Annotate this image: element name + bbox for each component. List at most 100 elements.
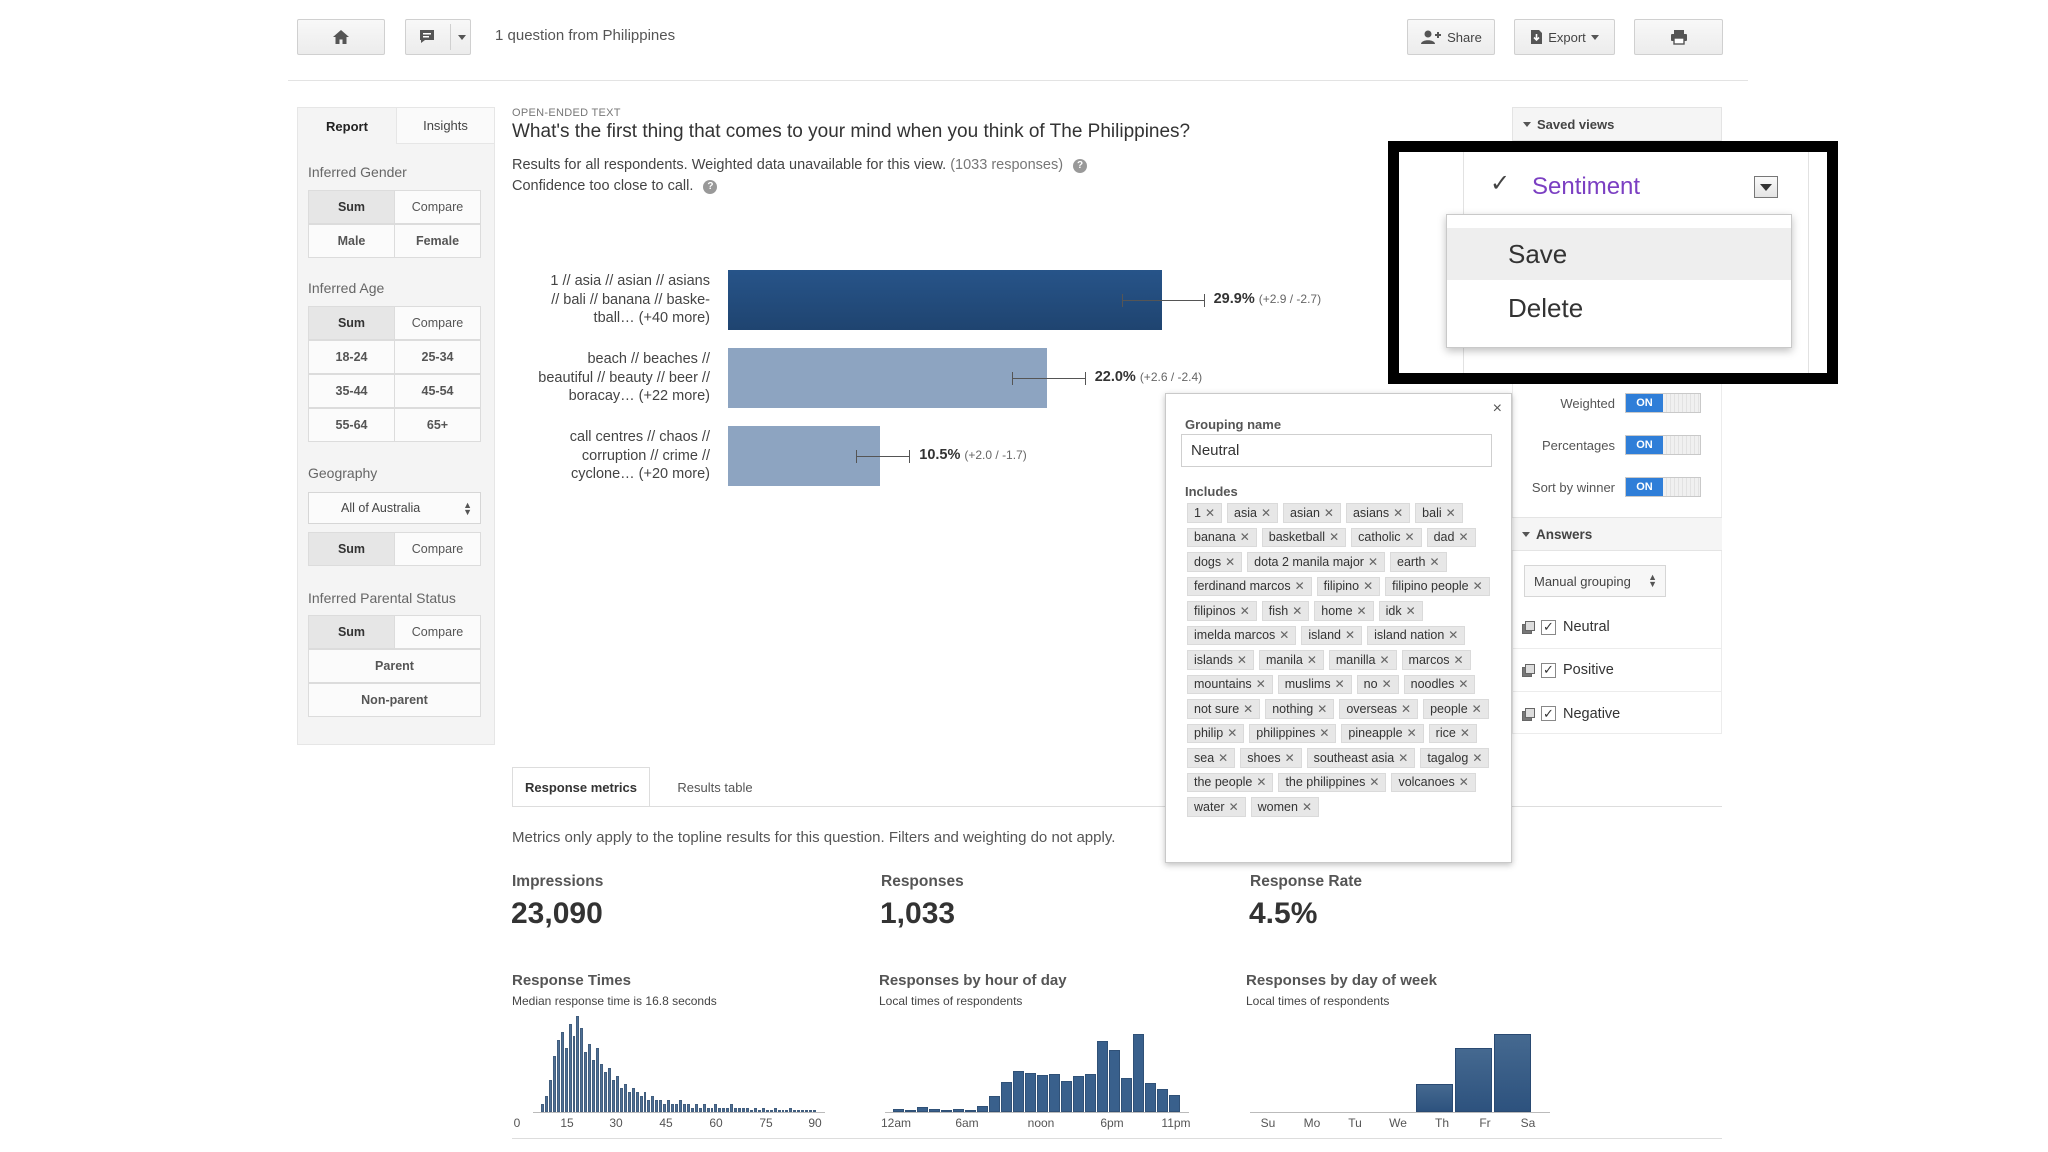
delete-menu-item[interactable]: Delete bbox=[1508, 292, 1584, 323]
remove-tag-icon[interactable]: ✕ bbox=[1227, 726, 1238, 741]
parental-compare-button[interactable]: Compare bbox=[394, 616, 480, 648]
answers-header[interactable]: Answers bbox=[1512, 517, 1722, 551]
age-sum-button[interactable]: Sum bbox=[309, 307, 394, 339]
remove-tag-icon[interactable]: ✕ bbox=[1243, 701, 1254, 716]
parent-button[interactable]: Parent bbox=[308, 649, 481, 683]
age-18-24-button[interactable]: 18-24 bbox=[335, 350, 368, 364]
help-icon[interactable]: ? bbox=[1073, 159, 1088, 173]
remove-tag-icon[interactable]: ✕ bbox=[1458, 677, 1469, 692]
answer-checkbox[interactable]: ✓ bbox=[1541, 706, 1556, 721]
chart-bar[interactable] bbox=[728, 348, 1047, 408]
remove-tag-icon[interactable]: ✕ bbox=[1306, 652, 1317, 667]
included-tag[interactable]: muslims ✕ bbox=[1277, 674, 1352, 694]
remove-tag-icon[interactable]: ✕ bbox=[1204, 505, 1216, 520]
included-tag[interactable]: nothing ✕ bbox=[1265, 699, 1335, 719]
included-tag[interactable]: 1 ✕ bbox=[1187, 503, 1223, 523]
included-tag[interactable]: earth ✕ bbox=[1390, 552, 1447, 572]
gender-female-button[interactable]: Female bbox=[394, 225, 480, 257]
answer-checkbox[interactable]: ✓ bbox=[1541, 619, 1556, 635]
remove-tag-icon[interactable]: ✕ bbox=[1236, 652, 1247, 667]
age-35-44-button[interactable]: 35-44 bbox=[335, 384, 368, 398]
share-button[interactable]: Share bbox=[1407, 19, 1495, 55]
geography-compare-button[interactable]: Compare bbox=[394, 533, 480, 565]
close-icon[interactable]: × bbox=[1492, 400, 1502, 417]
answer-row-positive[interactable]: ✓ Positive bbox=[1512, 649, 1722, 692]
remove-tag-icon[interactable]: ✕ bbox=[1429, 554, 1440, 569]
included-tag[interactable]: idk ✕ bbox=[1378, 601, 1423, 621]
chart-bar[interactable] bbox=[728, 270, 1162, 330]
remove-tag-icon[interactable]: ✕ bbox=[1472, 579, 1483, 594]
remove-tag-icon[interactable]: ✕ bbox=[1398, 750, 1409, 765]
remove-tag-icon[interactable]: ✕ bbox=[1379, 652, 1390, 667]
remove-tag-icon[interactable]: ✕ bbox=[1301, 799, 1312, 814]
included-tag[interactable]: volcanoes ✕ bbox=[1391, 772, 1476, 792]
remove-tag-icon[interactable]: ✕ bbox=[1458, 775, 1469, 790]
included-tag[interactable]: asians ✕ bbox=[1345, 503, 1411, 523]
included-tag[interactable]: dogs ✕ bbox=[1187, 552, 1243, 572]
tab-report[interactable]: Report bbox=[298, 108, 396, 144]
age-65-plus-button[interactable]: 65+ bbox=[394, 409, 480, 441]
included-tag[interactable]: not sure ✕ bbox=[1187, 699, 1261, 719]
remove-tag-icon[interactable]: ✕ bbox=[1292, 603, 1303, 618]
included-tag[interactable]: filipino ✕ bbox=[1316, 576, 1381, 596]
remove-tag-icon[interactable]: ✕ bbox=[1367, 554, 1379, 569]
group-icon[interactable] bbox=[1522, 664, 1535, 677]
included-tag[interactable]: basketball ✕ bbox=[1261, 527, 1347, 547]
included-tag[interactable]: noodles ✕ bbox=[1403, 674, 1476, 694]
answer-row-negative[interactable]: ✓ Negative bbox=[1512, 692, 1722, 735]
remove-tag-icon[interactable]: ✕ bbox=[1334, 677, 1345, 692]
remove-tag-icon[interactable]: ✕ bbox=[1393, 505, 1404, 520]
included-tag[interactable]: women ✕ bbox=[1250, 797, 1319, 817]
comment-button[interactable] bbox=[405, 19, 471, 55]
included-tag[interactable]: dota 2 manila major ✕ bbox=[1247, 552, 1386, 572]
geography-select[interactable]: All of Australia ▲ ▼ bbox=[308, 492, 481, 524]
age-25-34-button[interactable]: 25-34 bbox=[394, 341, 480, 373]
included-tag[interactable]: imelda marcos ✕ bbox=[1187, 625, 1297, 645]
remove-tag-icon[interactable]: ✕ bbox=[1401, 701, 1412, 716]
included-tag[interactable]: manilla ✕ bbox=[1328, 650, 1397, 670]
saved-view-select[interactable]: ✓ Sentiment bbox=[1463, 152, 1809, 202]
included-tag[interactable]: island nation ✕ bbox=[1367, 625, 1466, 645]
included-tag[interactable]: catholic ✕ bbox=[1351, 527, 1422, 547]
included-tag[interactable]: philippines ✕ bbox=[1249, 723, 1337, 743]
answer-checkbox[interactable]: ✓ bbox=[1541, 662, 1556, 678]
tab-results-table[interactable]: Results table bbox=[677, 779, 753, 795]
remove-tag-icon[interactable]: ✕ bbox=[1294, 579, 1305, 594]
remove-tag-icon[interactable]: ✕ bbox=[1329, 530, 1340, 545]
included-tag[interactable]: home ✕ bbox=[1314, 601, 1374, 621]
percentages-toggle[interactable]: ON bbox=[1625, 435, 1701, 455]
remove-tag-icon[interactable]: ✕ bbox=[1218, 750, 1229, 765]
gender-sum-button[interactable]: Sum bbox=[309, 191, 394, 223]
tab-response-metrics[interactable]: Response metrics bbox=[512, 767, 650, 807]
included-tag[interactable]: tagalog ✕ bbox=[1420, 748, 1490, 768]
age-45-54-button[interactable]: 45-54 bbox=[394, 375, 480, 407]
remove-tag-icon[interactable]: ✕ bbox=[1363, 579, 1374, 594]
remove-tag-icon[interactable]: ✕ bbox=[1317, 701, 1328, 716]
remove-tag-icon[interactable]: ✕ bbox=[1381, 677, 1392, 692]
print-button[interactable] bbox=[1634, 19, 1723, 55]
remove-tag-icon[interactable]: ✕ bbox=[1459, 726, 1470, 741]
dropdown-toggle[interactable] bbox=[1754, 176, 1778, 198]
save-menu-item[interactable]: Save bbox=[1447, 228, 1791, 280]
included-tag[interactable]: island ✕ bbox=[1301, 625, 1363, 645]
included-tag[interactable]: no ✕ bbox=[1356, 674, 1399, 694]
included-tag[interactable]: fish ✕ bbox=[1261, 601, 1310, 621]
grouping-name-input[interactable] bbox=[1181, 434, 1492, 467]
remove-tag-icon[interactable]: ✕ bbox=[1284, 750, 1295, 765]
gender-male-button[interactable]: Male bbox=[337, 234, 366, 248]
remove-tag-icon[interactable]: ✕ bbox=[1448, 628, 1459, 643]
remove-tag-icon[interactable]: ✕ bbox=[1356, 603, 1367, 618]
included-tag[interactable]: the philippines ✕ bbox=[1278, 772, 1387, 792]
remove-tag-icon[interactable]: ✕ bbox=[1319, 726, 1330, 741]
included-tag[interactable]: filipino people ✕ bbox=[1385, 576, 1490, 596]
answer-row-neutral[interactable]: ✓ Neutral bbox=[1512, 606, 1722, 649]
remove-tag-icon[interactable]: ✕ bbox=[1260, 505, 1272, 520]
included-tag[interactable]: banana ✕ bbox=[1187, 527, 1257, 547]
included-tag[interactable]: sea ✕ bbox=[1187, 748, 1236, 768]
group-icon[interactable] bbox=[1522, 621, 1535, 634]
included-tag[interactable]: philip ✕ bbox=[1187, 723, 1245, 743]
included-tag[interactable]: pineapple ✕ bbox=[1341, 723, 1424, 743]
remove-tag-icon[interactable]: ✕ bbox=[1458, 530, 1469, 545]
export-button[interactable]: Export bbox=[1514, 19, 1615, 55]
gender-compare-button[interactable]: Compare bbox=[394, 191, 480, 223]
